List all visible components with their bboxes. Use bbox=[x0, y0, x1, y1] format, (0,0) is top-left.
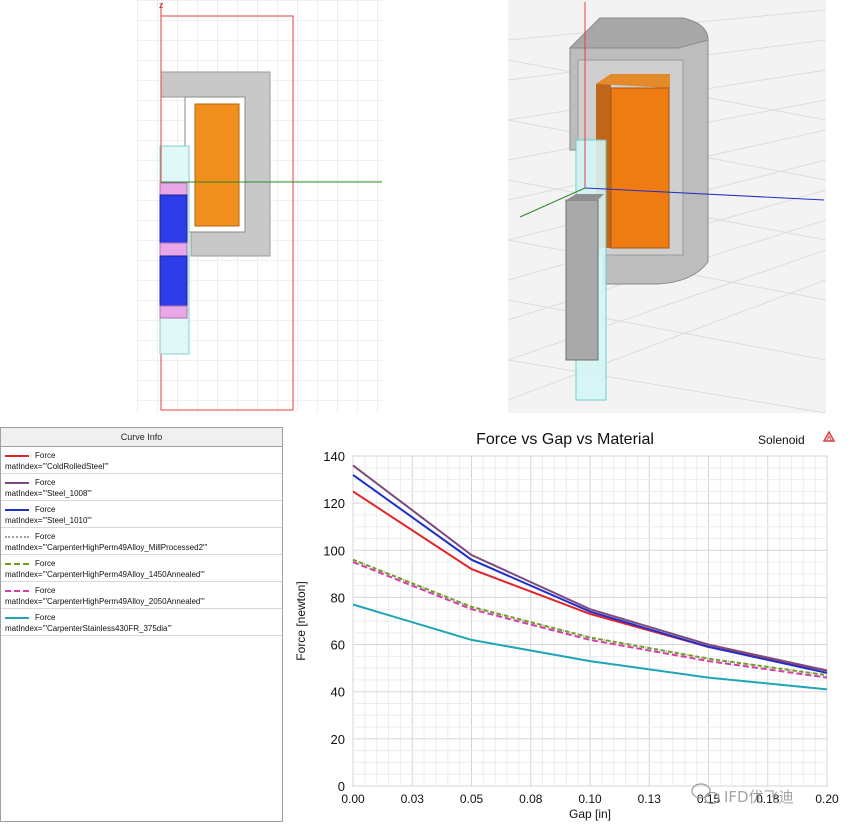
series-line bbox=[352, 558, 828, 677]
legend-entry-material: matIndex='"Steel_1008"' bbox=[5, 489, 92, 498]
legend-entry-name: Force bbox=[35, 478, 56, 487]
legend-line-swatch bbox=[5, 509, 29, 511]
magnet-block-2 bbox=[159, 255, 188, 307]
x-tick-label: 0.10 bbox=[578, 792, 602, 806]
legend-entry-material: matIndex='"CarpenterHighPerm49Alloy_2050… bbox=[5, 597, 205, 606]
legend-entry[interactable]: Force matIndex='"CarpenterHighPerm49Allo… bbox=[1, 528, 282, 555]
y-tick-label: 20 bbox=[331, 732, 345, 747]
y-tick-label: 80 bbox=[331, 590, 345, 605]
curve-info-list: Force matIndex='"ColdRolledSteel"' Force… bbox=[1, 447, 282, 636]
x-axis-label: Gap [in] bbox=[569, 807, 611, 821]
legend-entry-name: Force bbox=[35, 586, 56, 595]
y-tick-label: 140 bbox=[323, 449, 345, 464]
legend-entry[interactable]: Force matIndex='"Steel_1010"' bbox=[1, 501, 282, 528]
legend-entry[interactable]: Force matIndex='"ColdRolledSteel"' bbox=[1, 447, 282, 474]
legend-entry-name: Force bbox=[35, 451, 56, 460]
legend-entry[interactable]: Force matIndex='"CarpenterHighPerm49Allo… bbox=[1, 555, 282, 582]
x-tick-label: 0.05 bbox=[460, 792, 484, 806]
x-tick-label: 0.08 bbox=[519, 792, 543, 806]
geometry-3d-view[interactable] bbox=[507, 0, 827, 414]
legend-entry[interactable]: Force matIndex='"Steel_1008"' bbox=[1, 474, 282, 501]
x-axis-3d bbox=[584, 187, 825, 201]
series-line bbox=[352, 464, 828, 672]
housing-top-face bbox=[568, 17, 709, 49]
x-tick-label: 0.20 bbox=[815, 792, 839, 806]
brand-logo-icon bbox=[822, 430, 836, 442]
legend-entry-name: Force bbox=[35, 505, 56, 514]
coil-front bbox=[610, 87, 670, 249]
y-tick-label: 40 bbox=[331, 685, 345, 700]
force-chart[interactable]: Force vs Gap vs Material Solenoid 0.00 0.… bbox=[283, 420, 851, 822]
series-line bbox=[352, 603, 828, 691]
z-axis-label: z bbox=[159, 0, 164, 10]
brand-label: Solenoid bbox=[758, 433, 805, 447]
y-tick-label: 60 bbox=[331, 638, 345, 653]
series-line bbox=[352, 474, 828, 674]
x-tick-label: 0.13 bbox=[638, 792, 662, 806]
plunger-3d bbox=[565, 199, 599, 361]
magnet-spacer-1 bbox=[159, 182, 188, 196]
y-axis-label: Force [newton] bbox=[294, 581, 308, 660]
y-tick-label: 100 bbox=[323, 543, 345, 558]
chart-title: Force vs Gap vs Material bbox=[476, 431, 654, 448]
legend-line-swatch bbox=[5, 590, 29, 592]
series-line bbox=[352, 558, 828, 677]
y-axis-3d bbox=[519, 187, 586, 218]
plunger-top bbox=[566, 194, 604, 200]
x-tick-label: 0.03 bbox=[401, 792, 425, 806]
legend-entry-material: matIndex='"CarpenterHighPerm49Alloy_1450… bbox=[5, 570, 205, 579]
chat-bubble-icon bbox=[691, 783, 720, 805]
y-tick-label: 0 bbox=[338, 779, 345, 794]
legend-entry[interactable]: Force matIndex='"CarpenterHighPerm49Allo… bbox=[1, 582, 282, 609]
magnet-spacer-3 bbox=[159, 305, 188, 319]
magnet-block-1 bbox=[159, 194, 188, 244]
legend-entry-name: Force bbox=[35, 613, 56, 622]
watermark-text: IFD优飞迪 bbox=[724, 788, 794, 806]
legend-line-swatch bbox=[5, 482, 29, 484]
legend-line-swatch bbox=[5, 455, 29, 457]
legend-entry-material: matIndex='"CarpenterHighPerm49Alloy_Mill… bbox=[5, 543, 208, 552]
y-tick-label: 120 bbox=[323, 496, 345, 511]
legend-line-swatch bbox=[5, 563, 29, 565]
legend-entry-material: matIndex='"ColdRolledSteel"' bbox=[5, 462, 109, 471]
x-tick-label: 0.18 bbox=[756, 792, 780, 806]
coil bbox=[194, 103, 240, 227]
legend-entry-material: matIndex='"CarpenterStainless430FR_375di… bbox=[5, 624, 172, 633]
x-tick-label: 0.00 bbox=[341, 792, 365, 806]
coil-top bbox=[596, 74, 670, 88]
watermark: IFD优飞迪 bbox=[691, 783, 794, 806]
legend-line-swatch bbox=[5, 617, 29, 619]
series-line bbox=[352, 561, 828, 679]
geometry-2d-view[interactable]: z x bbox=[137, 0, 388, 413]
legend-entry[interactable]: Force matIndex='"CarpenterStainless430FR… bbox=[1, 609, 282, 636]
legend-entry-name: Force bbox=[35, 559, 56, 568]
curve-info-header: Curve Info bbox=[1, 428, 282, 447]
legend-entry-material: matIndex='"Steel_1010"' bbox=[5, 516, 92, 525]
curve-info-panel: Curve Info Force matIndex='"ColdRolledSt… bbox=[0, 427, 283, 822]
legend-line-swatch bbox=[5, 536, 29, 538]
legend-entry-name: Force bbox=[35, 532, 56, 541]
magnet-spacer-2 bbox=[159, 242, 188, 257]
